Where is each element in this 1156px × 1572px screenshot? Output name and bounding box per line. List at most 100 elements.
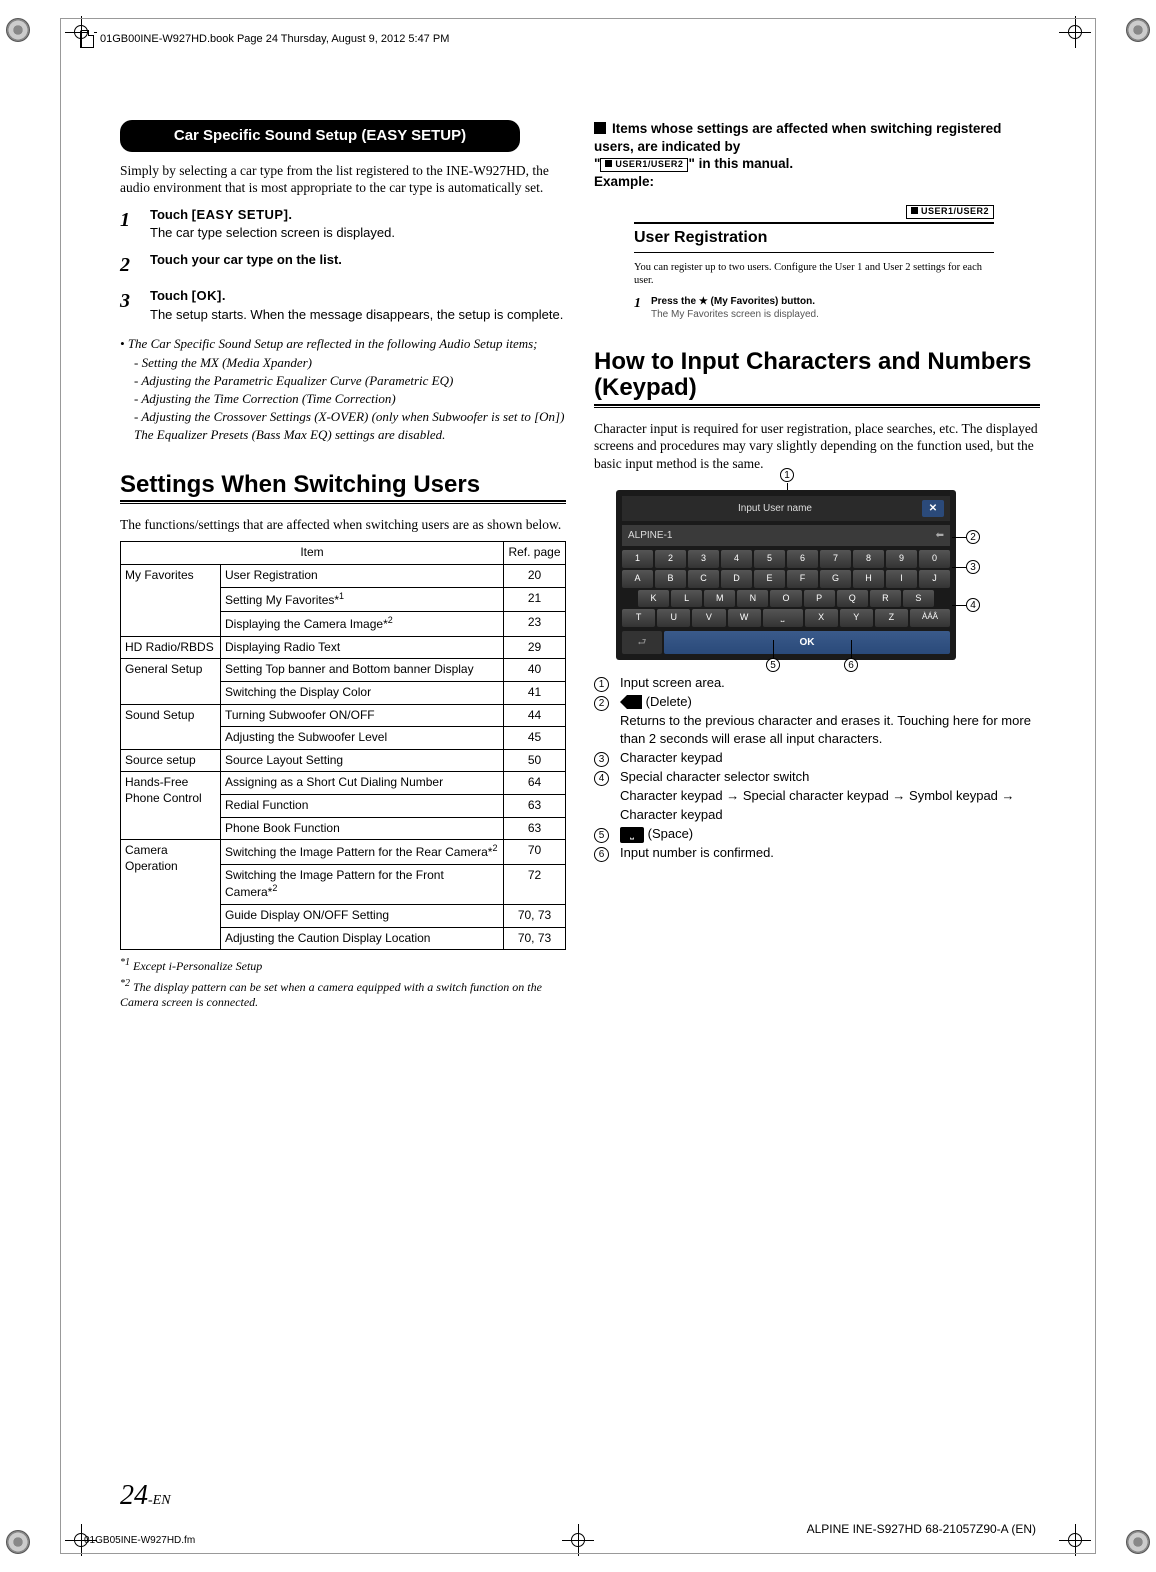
table-row: Sound SetupTurning Subwoofer ON/OFF44 [121,704,566,727]
delete-arrow-icon: ⬅ [936,529,944,542]
section-heading: Settings When Switching Users [120,472,566,498]
keypad-key: 2 [655,550,686,568]
footer-filename: 01GB05INE-W927HD.fm [84,1535,195,1546]
page-number: 24-EN [120,1480,171,1512]
table-ref: 45 [504,727,566,750]
note-tail: The Equalizer Presets (Bass Max EQ) sett… [134,427,566,444]
step-sub: The car type selection screen is display… [150,225,566,242]
crop-mark [6,18,30,42]
table-row: Hands-Free Phone ControlAssigning as a S… [121,772,566,795]
table-item: Displaying the Camera Image*2 [221,612,504,637]
footnote: *1 Except i-Personalize Setup [120,956,566,975]
keypad-key: A [622,570,653,588]
table-category: HD Radio/RBDS [121,636,221,659]
table-item: Adjusting the Caution Display Location [221,927,504,950]
table-ref: 41 [504,682,566,705]
legend-row: 3Character keypad [594,749,1040,768]
table-ref: 29 [504,636,566,659]
square-bullet-icon [594,122,606,134]
keypad-key: V [692,609,725,627]
note-item: Adjusting the Crossover Settings (X-OVER… [134,409,566,426]
heading-rule [594,404,1040,408]
page-icon [80,30,94,48]
legend-row: 4Special character selector switchCharac… [594,768,1040,825]
callout-4: 4 [966,598,980,612]
keypad-key: 6 [787,550,818,568]
close-icon: ✕ [922,500,944,517]
table-item: Setting Top banner and Bottom banner Dis… [221,659,504,682]
space-key-icon: ⎵ [620,827,644,844]
step-text: Touch your car type on the list. [150,252,342,267]
table-row: My FavoritesUser Registration20 [121,565,566,588]
table-row: HD Radio/RBDSDisplaying Radio Text29 [121,636,566,659]
keypad-key: 1 [622,550,653,568]
section-heading: How to Input Characters and Numbers (Key… [594,349,1040,402]
special-char-key: ÀÁÂ [910,609,950,627]
legend-number: 6 [594,844,612,863]
legend-number: 2 [594,693,612,750]
keypad-key: B [655,570,686,588]
table-ref: 70 [504,840,566,865]
table-ref: 21 [504,587,566,612]
heading-rule [120,500,566,504]
table-row: Camera OperationSwitching the Image Patt… [121,840,566,865]
keypad-key: Y [840,609,873,627]
legend-text: Character keypad [620,749,723,768]
note-item: Adjusting the Time Correction (Time Corr… [134,391,566,408]
table-header: Item [121,542,504,565]
step-sub: The setup starts. When the message disap… [150,307,566,324]
keypad-key: I [886,570,917,588]
legend-text: Input number is confirmed. [620,844,774,863]
crop-mark [1126,18,1150,42]
legend-number: 1 [594,674,612,693]
table-category: Source setup [121,749,221,772]
crop-mark [6,1530,30,1554]
table-category: Hands-Free Phone Control [121,772,221,840]
keypad-key: P [804,590,835,608]
legend-row: 1Input screen area. [594,674,1040,693]
notes-block: • The Car Specific Sound Setup are refle… [120,336,566,443]
table-category: Sound Setup [121,704,221,749]
table-ref: 63 [504,794,566,817]
keypad-key: G [820,570,851,588]
table-item: Source Layout Setting [221,749,504,772]
table-item: User Registration [221,565,504,588]
table-item: Guide Display ON/OFF Setting [221,904,504,927]
footer-model: ALPINE INE-S927HD 68-21057Z90-A (EN) [807,1522,1036,1536]
table-item: Assigning as a Short Cut Dialing Number [221,772,504,795]
space-key: ⎵ [763,609,803,627]
legend-row: 2 (Delete)Returns to the previous charac… [594,693,1040,750]
table-ref: 70, 73 [504,904,566,927]
keypad-key: K [638,590,669,608]
keypad-key: E [754,570,785,588]
keypad-key: S [903,590,934,608]
table-ref: 40 [504,659,566,682]
table-item: Phone Book Function [221,817,504,840]
user-badge: USER1/USER2 [600,158,688,172]
keypad-input-value: ALPINE-1 [628,529,672,542]
example-title: User Registration [634,222,994,253]
footnote: *2 The display pattern can be set when a… [120,977,566,1011]
table-item: Displaying Radio Text [221,636,504,659]
keypad-key: 4 [721,550,752,568]
keypad-key: M [704,590,735,608]
section-body: Character input is required for user reg… [594,420,1040,473]
header-text: 01GB00INE-W927HD.book Page 24 Thursday, … [100,33,449,45]
keypad-key: R [870,590,901,608]
table-item: Adjusting the Subwoofer Level [221,727,504,750]
callout-2: 2 [966,530,980,544]
legend-text: (Delete)Returns to the previous characte… [620,693,1040,750]
settings-table: Item Ref. page My FavoritesUser Registra… [120,541,566,950]
callout-6: 6 [844,658,858,672]
section-heading-pill: Car Specific Sound Setup (EASY SETUP) [120,120,520,152]
legend-row: 5⎵ (Space) [594,825,1040,844]
keypad-key: 8 [853,550,884,568]
table-category: Camera Operation [121,840,221,950]
keypad-key: X [805,609,838,627]
table-item: Redial Function [221,794,504,817]
legend-number: 4 [594,768,612,825]
table-category: General Setup [121,659,221,704]
table-item: Setting My Favorites*1 [221,587,504,612]
callout-5: 5 [766,658,780,672]
keypad-key: L [671,590,702,608]
